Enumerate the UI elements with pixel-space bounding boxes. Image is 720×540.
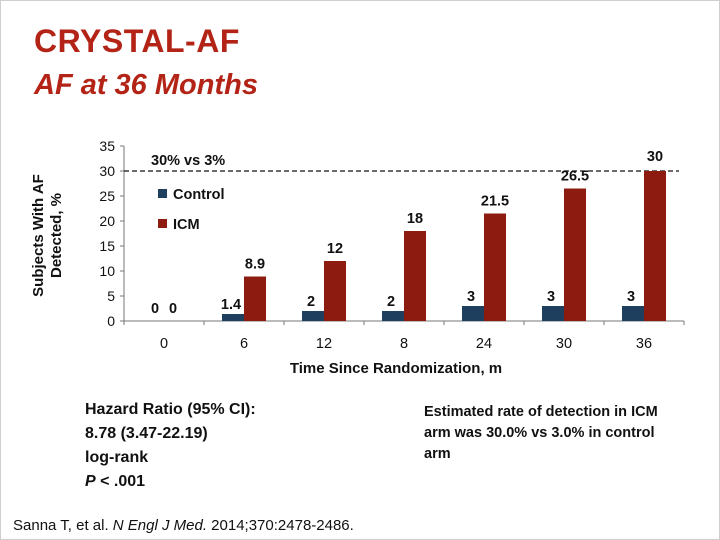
icm-data-label: 26.5 — [561, 169, 589, 185]
control-data-label: 3 — [547, 289, 555, 305]
slide-subtitle: AF at 36 Months — [34, 69, 258, 101]
icm-bar — [564, 188, 586, 321]
p-value: P < .001 — [85, 470, 256, 494]
detection-estimate-note: Estimated rate of detection in ICM arm w… — [424, 404, 658, 462]
y-tick-label: 0 — [107, 313, 115, 329]
hazard-ratio-block: Hazard Ratio (95% CI): 8.78 (3.47-22.19)… — [85, 398, 256, 494]
icm-data-label: 0 — [169, 301, 177, 317]
icm-bar — [484, 213, 506, 321]
icm-data-label: 30 — [647, 149, 663, 165]
control-data-label: 2 — [387, 294, 395, 310]
x-tick-label: 24 — [476, 336, 492, 352]
log-rank-label: log-rank — [85, 449, 149, 466]
legend-control-swatch — [158, 189, 167, 198]
legend-icm-label: ICM — [173, 217, 200, 233]
control-bar — [382, 311, 404, 321]
x-axis-label: Time Since Randomization, m — [290, 360, 502, 377]
control-bar — [222, 314, 244, 321]
y-tick-label: 5 — [107, 288, 115, 304]
control-data-label: 3 — [627, 289, 635, 305]
icm-bar — [404, 231, 426, 321]
p-symbol: P — [85, 473, 96, 490]
control-bar — [462, 306, 484, 321]
icm-data-label: 18 — [407, 211, 423, 227]
icm-data-label: 12 — [327, 241, 343, 257]
control-data-label: 1.4 — [221, 297, 241, 313]
y-axis-label: Subjects With AF Detected, % — [30, 174, 65, 297]
citation-authors: Sanna T, et al. — [13, 517, 113, 534]
hazard-ratio-value: 8.78 (3.47-22.19) — [85, 425, 208, 442]
p-value-text: < .001 — [95, 473, 146, 490]
legend-control-label: Control — [173, 187, 225, 203]
icm-data-label: 21.5 — [481, 194, 509, 210]
x-tick-label: 30 — [556, 336, 572, 352]
control-data-label: 3 — [467, 289, 475, 305]
control-data-label: 0 — [151, 301, 159, 317]
x-tick-label: 0 — [160, 336, 168, 352]
x-tick-label: 6 — [240, 336, 248, 352]
hazard-ratio-label: Hazard Ratio (95% CI): — [85, 401, 256, 418]
icm-bar — [244, 276, 266, 321]
icm-bar — [324, 261, 346, 321]
citation-journal: N Engl J Med. — [112, 517, 208, 534]
y-tick-label: 15 — [99, 238, 115, 254]
control-bar — [542, 306, 564, 321]
legend-icm-swatch — [158, 219, 167, 228]
y-tick-label: 20 — [99, 213, 115, 229]
citation: Sanna T, et al. N Engl J Med. 2014;370:2… — [13, 517, 354, 534]
y-tick-label: 25 — [99, 188, 115, 204]
control-bar — [622, 306, 644, 321]
slide-title: CRYSTAL-AF — [34, 23, 240, 59]
citation-details: 2014;370:2478-2486. — [207, 517, 354, 534]
x-tick-label: 36 — [636, 336, 652, 352]
y-axis-label-line2: Detected, % — [48, 193, 65, 278]
y-tick-label: 35 — [99, 138, 115, 154]
x-tick-label: 8 — [400, 336, 408, 352]
control-bar — [302, 311, 324, 321]
y-tick-label: 30 — [99, 163, 115, 179]
icm-bar — [644, 171, 666, 321]
x-tick-label: 12 — [316, 336, 332, 352]
control-data-label: 2 — [307, 294, 315, 310]
reference-line-label: 30% vs 3% — [151, 153, 225, 169]
icm-data-label: 8.9 — [245, 257, 265, 273]
y-tick-label: 10 — [99, 263, 115, 279]
y-axis-label-line1: Subjects With AF — [30, 174, 47, 297]
